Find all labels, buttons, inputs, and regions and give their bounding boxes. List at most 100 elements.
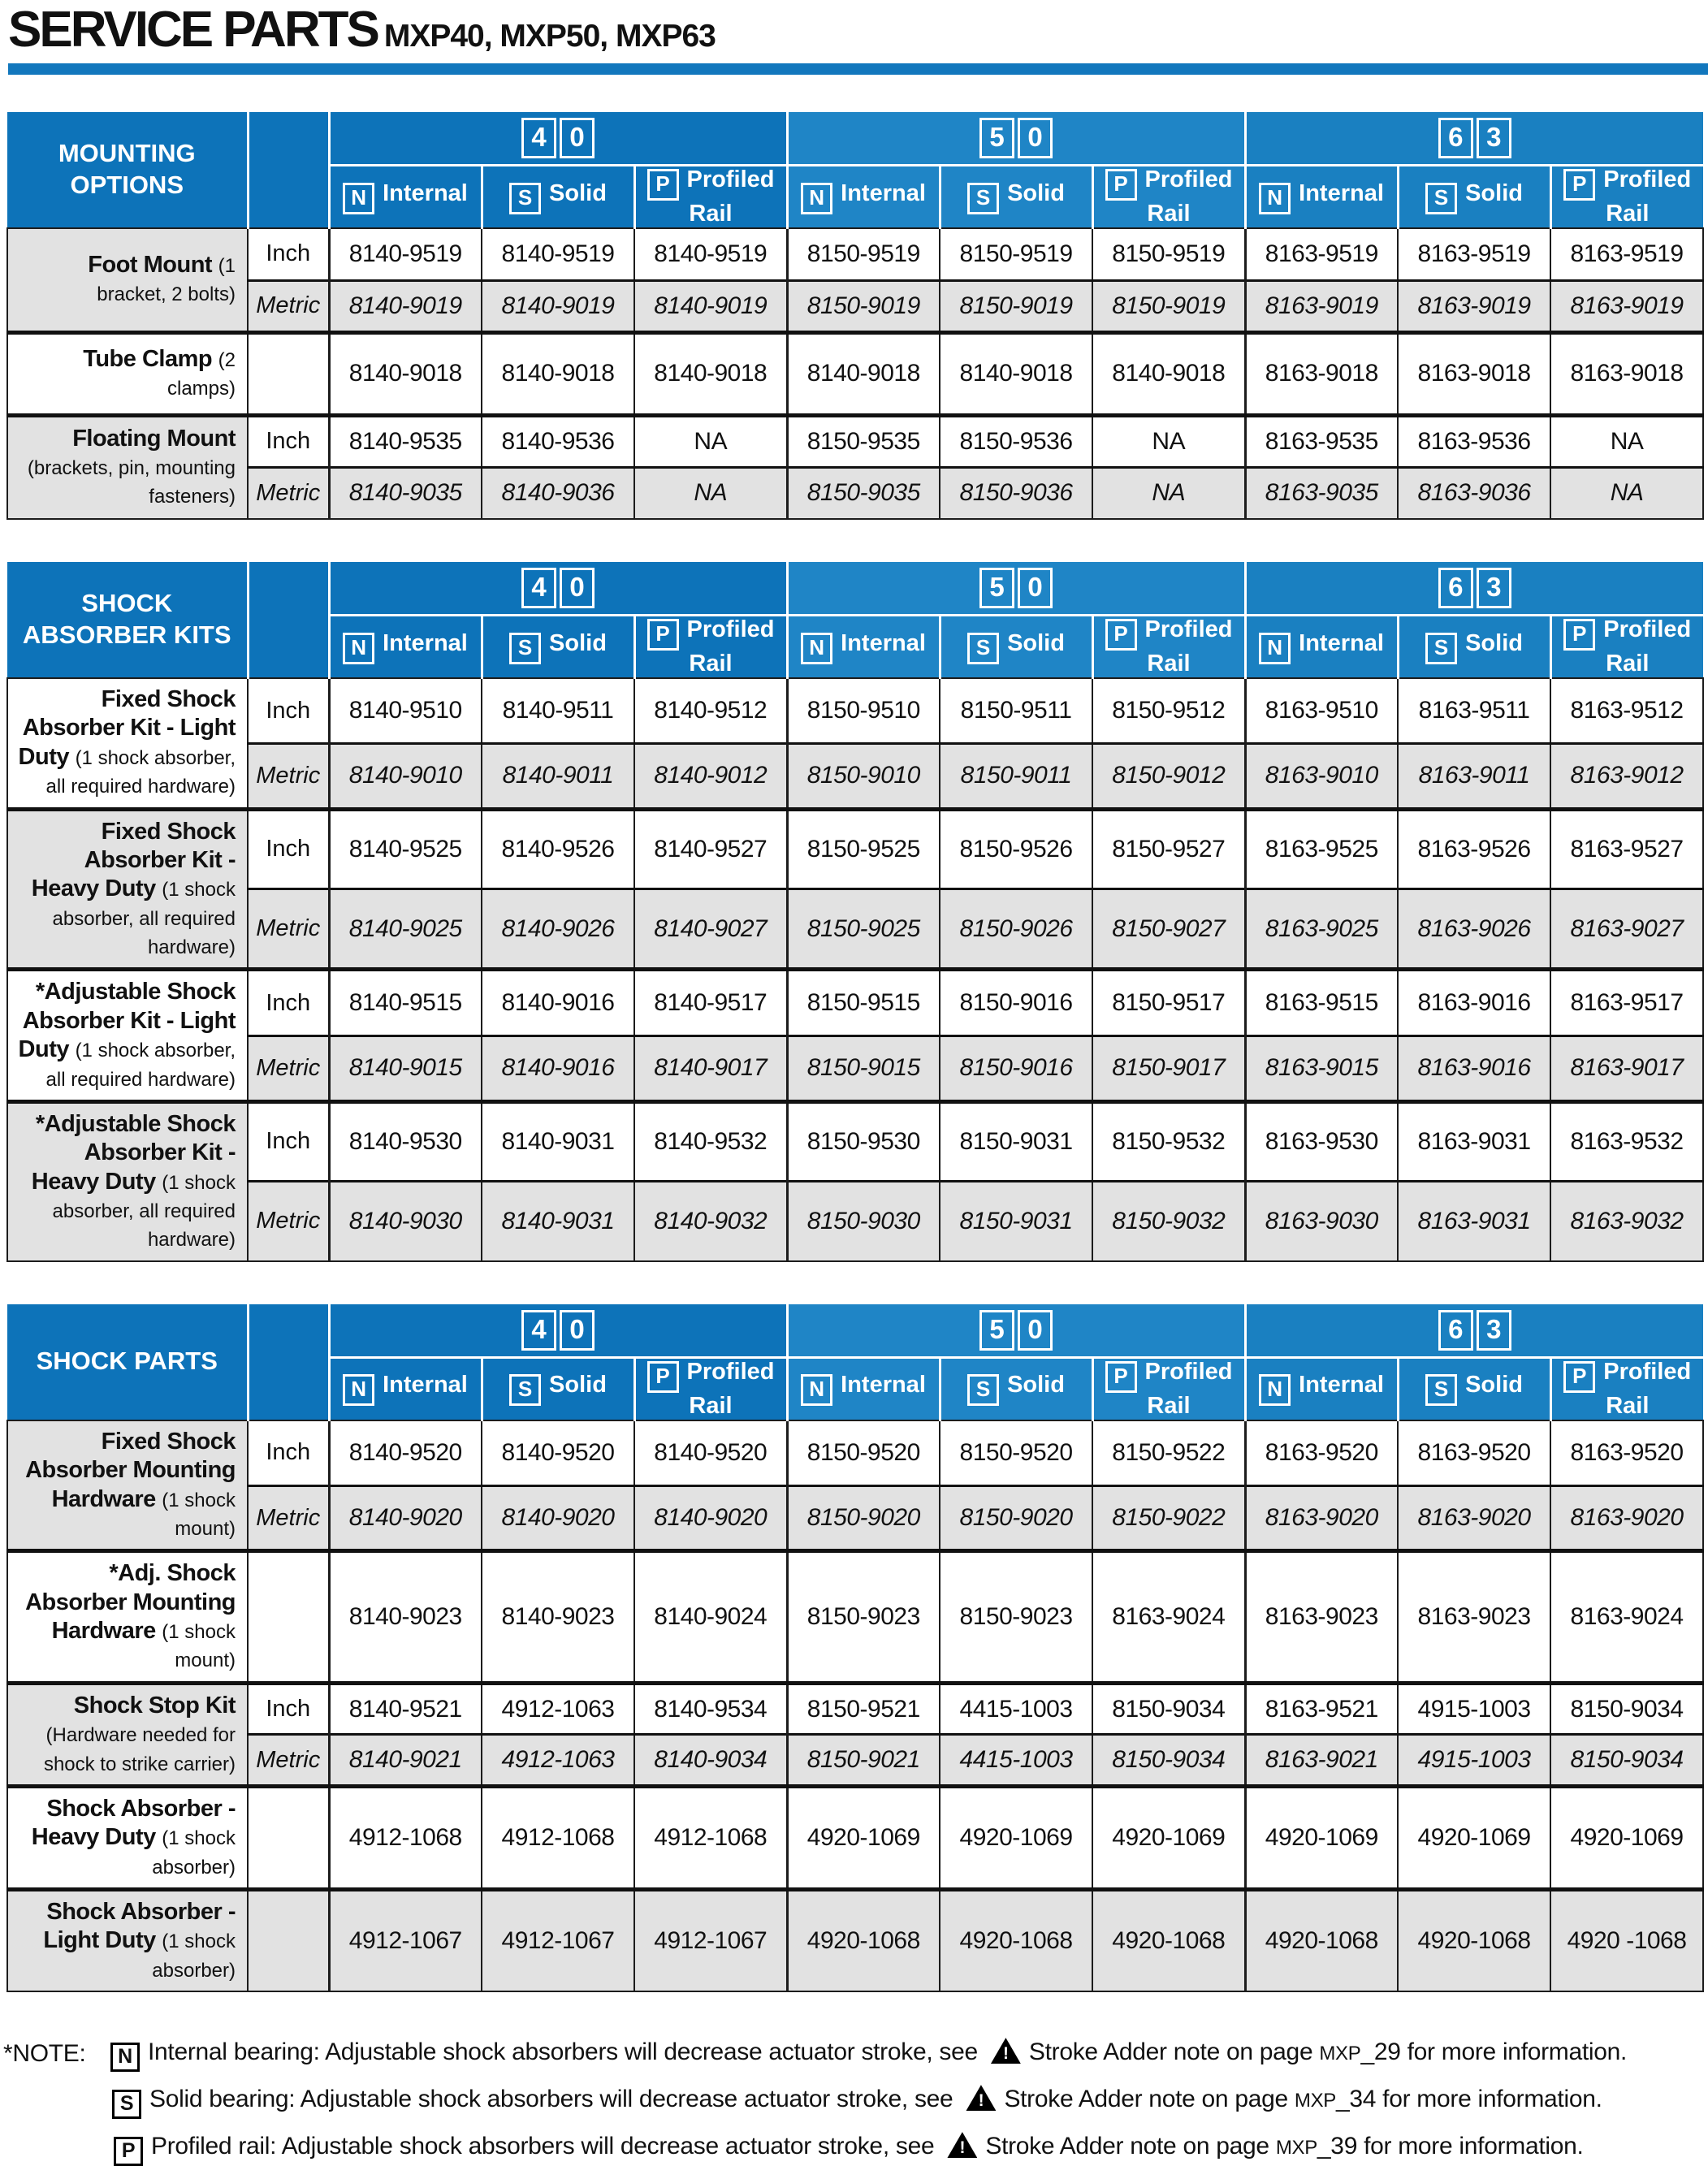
part-number-cell: 8163-9023	[1243, 1549, 1399, 1684]
unit-cell: Metric	[247, 888, 330, 971]
part-number-cell: 8140-9020	[481, 1484, 635, 1552]
part-number-cell: 4912-1068	[633, 1783, 789, 1891]
unit-cell: Inch	[247, 413, 330, 468]
part-number-cell: 8163-9019	[1243, 279, 1399, 333]
part-number-cell: 8163-9519	[1243, 227, 1399, 281]
bearing-type-header: S Solid	[938, 164, 1094, 228]
part-number-cell: 8150-9023	[939, 1549, 1094, 1684]
part-number-cell: 8140-9510	[327, 677, 482, 745]
row-label-text: *Adj. Shock Absorber Mounting Hardware	[25, 1560, 236, 1644]
bearing-label: Profiled Rail	[1144, 166, 1233, 227]
part-number-cell: 8163-9520	[1550, 1419, 1705, 1487]
bearing-tag-icon: N	[343, 182, 375, 214]
size-digit: 5	[979, 1309, 1015, 1351]
bearing-type-header: P Profiled Rail	[1549, 1355, 1704, 1420]
part-number-cell: 8140-9536	[481, 413, 635, 468]
bearing-tag-icon: P	[646, 1360, 679, 1393]
unit-cell: Inch	[247, 1419, 330, 1487]
unit-cell	[247, 1887, 330, 1993]
part-number-cell: 8163-9526	[1397, 806, 1552, 890]
part-number-cell: 8150-9536	[939, 413, 1094, 468]
part-number-cell: 8150-9020	[785, 1484, 941, 1552]
part-number-cell: 8150-9010	[785, 742, 941, 810]
bearing-label: Profiled Rail	[1603, 166, 1692, 227]
unit-cell: Inch	[247, 967, 330, 1037]
part-number-cell: 8163-9515	[1243, 967, 1399, 1037]
bearing-tag-icon: P	[1563, 169, 1596, 201]
part-number-cell: 8163-9020	[1397, 1484, 1552, 1552]
part-number-cell: 8140-9512	[633, 677, 789, 745]
part-number-cell: 8150-9519	[939, 227, 1094, 281]
row-label: *Adjustable Shock Absorber Kit - Heavy D…	[6, 1099, 249, 1262]
internal-bearing-tag: N	[110, 2043, 140, 2073]
part-number-cell: 8163-9517	[1550, 967, 1705, 1037]
size-digit: 0	[560, 568, 595, 608]
row-label: Tube Clamp (2 clamps)	[6, 330, 249, 416]
bearing-type-header: S Solid	[1396, 164, 1552, 228]
part-number-cell: 8163-9020	[1243, 1484, 1399, 1552]
part-number-cell: 8163-9026	[1397, 888, 1552, 971]
part-number-cell: 8140-9034	[633, 1733, 789, 1788]
table-row: Metric 8140-9021 4912-1063 8140-9034 8150-90…	[7, 1733, 1705, 1788]
part-number-cell: 8140-9018	[327, 330, 482, 416]
part-number-cell: 8140-9031	[481, 1180, 635, 1262]
row-label: Shock Absorber - Light Duty (1 shock abs…	[6, 1887, 249, 1993]
part-number-cell: 8140-9036	[481, 465, 635, 520]
profiled-rail-tag: P	[114, 2137, 143, 2166]
bearing-label: Profiled Rail	[1144, 1358, 1233, 1419]
part-number-cell: 8140-9526	[481, 806, 635, 890]
table-row: Shock Absorber - Light Duty (1 shock abs…	[6, 1887, 1705, 1993]
part-number-cell: 8163-9012	[1550, 742, 1705, 810]
size-digit: 4	[521, 1309, 556, 1351]
title-accent-bar	[8, 63, 1708, 75]
part-number-cell: 8163-9035	[1243, 465, 1399, 520]
bearing-type-header: S Solid	[1396, 614, 1552, 678]
part-number-cell: 8163-9036	[1397, 465, 1552, 520]
part-number-cell: 8150-9511	[939, 677, 1094, 745]
bearing-tag-icon: N	[801, 1374, 833, 1407]
part-number-cell: 8140-9027	[633, 888, 789, 971]
part-number-cell: 8150-9017	[1092, 1034, 1247, 1103]
table-title: SHOCK PARTS	[7, 1303, 249, 1420]
row-sublabel-text: (2 clamps)	[166, 348, 236, 400]
unit-cell	[247, 1549, 330, 1684]
table-row: *Adj. Shock Absorber Mounting Hardware (…	[6, 1549, 1705, 1684]
part-number-cell: 8163-9025	[1243, 888, 1399, 971]
bearing-header-row: N Internal S Solid P Profiled Rail N Internal S S…	[7, 614, 1704, 678]
part-number-cell: 8150-9019	[939, 279, 1094, 333]
bearing-tag-icon: S	[967, 182, 1000, 214]
bearing-label: Profiled Rail	[1144, 616, 1233, 677]
row-label: Fixed Shock Absorber Kit - Heavy Duty (1…	[6, 806, 249, 971]
bearing-label: Internal	[383, 1372, 468, 1399]
part-number-cell: 8140-9019	[327, 279, 482, 333]
part-number-cell: 8140-9035	[327, 465, 482, 520]
part-number-cell: 4920-1068	[1397, 1887, 1552, 1993]
part-number-cell: 8140-9020	[327, 1484, 482, 1552]
part-number-cell: 8163-9031	[1397, 1180, 1552, 1262]
part-number-cell: 8150-9512	[1092, 677, 1247, 745]
part-number-cell: 8150-9521	[785, 1680, 941, 1736]
part-number-cell: 4920-1068	[1243, 1887, 1399, 1993]
bearing-header-row: N Internal S Solid P Profiled Rail N Internal S S…	[7, 164, 1704, 228]
size-digit: 0	[560, 118, 595, 158]
part-number-cell: 8140-9023	[481, 1549, 635, 1684]
size-digit: 6	[1438, 118, 1473, 158]
table-row: Metric 8140-9035 8140-9036 NA 8150-9035 8150-…	[7, 465, 1705, 520]
bearing-type-header: P Profiled Rail	[1091, 1355, 1247, 1420]
part-number-cell: 8150-9022	[1092, 1484, 1247, 1552]
part-number-cell: NA	[1092, 413, 1247, 468]
part-number-cell: 8163-9520	[1243, 1419, 1399, 1487]
part-number-cell: 4415-1003	[939, 1680, 1094, 1736]
part-number-cell: 4920-1069	[1550, 1783, 1705, 1891]
bearing-type-header: P Profiled Rail	[1549, 164, 1704, 228]
part-number-cell: 8140-9018	[481, 330, 635, 416]
part-number-cell: 8150-9025	[785, 888, 941, 971]
row-label: Floating Mount (brackets, pin, mounting …	[6, 413, 249, 520]
part-number-cell: 8150-9535	[785, 413, 941, 468]
part-number-cell: 8150-9519	[785, 227, 941, 281]
unit-column-header	[248, 562, 331, 678]
row-label-text: Fixed Shock Absorber Kit - Heavy Duty	[31, 818, 236, 902]
part-number-cell: 8150-9517	[1092, 967, 1247, 1037]
